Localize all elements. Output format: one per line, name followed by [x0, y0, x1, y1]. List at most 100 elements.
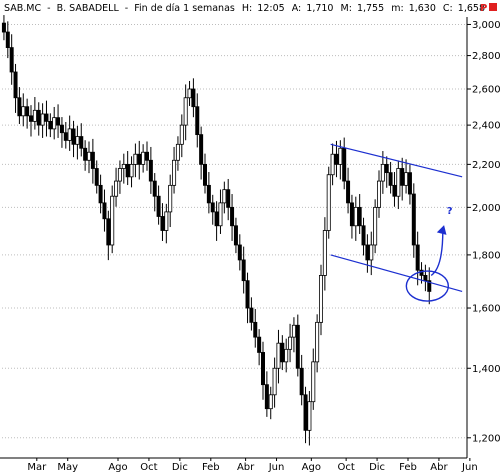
candle — [219, 190, 222, 234]
candle — [64, 122, 67, 149]
candle-body — [323, 231, 326, 276]
candle — [145, 142, 148, 171]
candle-body — [41, 114, 44, 125]
candle — [327, 167, 330, 239]
candle-body — [169, 185, 172, 212]
candle — [149, 147, 152, 194]
candle-body — [114, 181, 117, 196]
candle-body — [265, 385, 268, 409]
y-tick-label: 2,600 — [472, 85, 501, 96]
candle — [273, 358, 276, 408]
candle-body — [408, 173, 411, 194]
x-tick-label: Ago — [302, 462, 321, 473]
x-tick-label: Abr — [430, 462, 448, 473]
candle-body — [26, 107, 29, 116]
candle — [230, 194, 233, 241]
candle — [176, 136, 179, 171]
forecast-question-mark: ? — [447, 206, 453, 217]
m-value: 1,755 — [357, 3, 384, 14]
candle-body — [76, 137, 79, 145]
candle-body — [401, 168, 404, 185]
candle — [172, 147, 175, 194]
candle — [370, 232, 373, 275]
candle — [203, 154, 206, 194]
candle-body — [45, 114, 48, 121]
candle-body — [393, 185, 396, 196]
candle — [153, 173, 156, 211]
candle-body — [346, 181, 349, 203]
candle — [180, 114, 183, 157]
candle — [91, 139, 94, 184]
title-separator: - — [125, 3, 128, 14]
candle-body — [211, 203, 214, 212]
y-tick-label: 2,200 — [472, 160, 501, 171]
x-tick-label: Oct — [337, 462, 354, 473]
candle-body — [316, 322, 319, 362]
candle — [56, 104, 59, 138]
candle — [22, 93, 25, 126]
candle — [227, 179, 230, 220]
candle — [29, 105, 32, 136]
x-tick-label: Dic — [369, 462, 385, 473]
candle — [300, 355, 303, 405]
candle — [10, 34, 13, 85]
candle — [261, 342, 264, 400]
x-tick-label: Jun — [461, 462, 478, 473]
forecast-arrow-head — [438, 226, 446, 234]
candle-body — [424, 275, 427, 280]
candle — [114, 168, 117, 207]
candle — [72, 121, 75, 157]
candle — [211, 195, 214, 225]
candle-body — [10, 48, 13, 72]
candle — [312, 349, 315, 410]
candle — [41, 103, 44, 138]
company-name: B. SABADELL — [57, 3, 120, 14]
candle-body — [416, 245, 419, 270]
candle-body — [308, 402, 311, 431]
candle — [6, 21, 9, 58]
x-tick-label: Feb — [202, 462, 220, 473]
candle-body — [91, 152, 94, 168]
candle-body — [184, 98, 187, 125]
candle — [103, 190, 106, 232]
symbol: SAB.MC — [4, 3, 41, 14]
candle-body — [312, 362, 315, 402]
candle-body — [22, 107, 25, 116]
candle — [377, 170, 380, 217]
min-label: m: — [391, 3, 403, 14]
candle — [288, 324, 291, 362]
candle-body — [122, 164, 125, 168]
candle-body — [254, 322, 257, 337]
title-separator: - — [47, 3, 50, 14]
candle — [49, 113, 52, 137]
c-label: C: — [443, 3, 453, 14]
candle — [2, 15, 5, 40]
candle-body — [319, 275, 322, 322]
a-label: A: — [292, 3, 302, 14]
high-time-value: 12:05 — [257, 3, 284, 14]
candle-body — [300, 368, 303, 395]
candle — [397, 160, 400, 209]
candle-body — [234, 226, 237, 245]
candle — [84, 140, 87, 171]
candle — [223, 182, 226, 214]
candle-body — [223, 190, 226, 203]
high-time-label: H: — [242, 3, 252, 14]
price-series — [2, 15, 431, 445]
candle-body — [56, 118, 59, 125]
candle — [238, 234, 241, 270]
candle-body — [87, 152, 90, 160]
candle-body — [2, 23, 5, 32]
candle — [343, 138, 346, 190]
min-value: 1,630 — [409, 3, 436, 14]
x-tick-label: Feb — [399, 462, 417, 473]
candle — [362, 218, 365, 256]
candle — [234, 218, 237, 253]
candle-body — [269, 395, 272, 409]
candle-body — [18, 98, 21, 116]
candle-body — [134, 154, 137, 164]
candle — [60, 117, 63, 148]
candle-body — [230, 207, 233, 225]
candle-body — [37, 110, 40, 125]
